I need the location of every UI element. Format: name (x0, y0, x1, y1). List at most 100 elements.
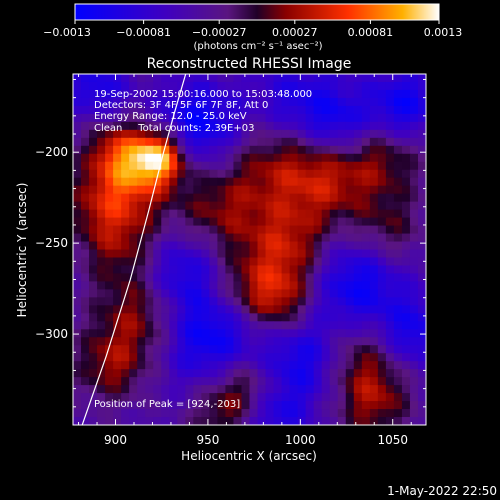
heatmap-cell (81, 409, 90, 418)
heatmap-cell (217, 329, 227, 338)
heatmap-cell (409, 297, 419, 306)
heatmap-cell (345, 297, 355, 306)
heatmap-cell (321, 329, 331, 338)
heatmap-cell (121, 177, 130, 187)
heatmap-cell (81, 401, 90, 410)
heatmap-cell (145, 337, 154, 346)
heatmap-cell (193, 74, 202, 83)
heatmap-cell (241, 249, 251, 259)
heatmap-cell (169, 121, 178, 131)
heatmap-cell (113, 369, 122, 378)
heatmap-cell (177, 409, 186, 418)
heatmap-cell (369, 113, 379, 123)
heatmap-cell (321, 225, 331, 235)
heatmap-cell (329, 121, 339, 131)
heatmap-cell (369, 225, 379, 235)
colorbar-ticks: −0.0013 −0.00081 −0.00027 0.00027 0.00081 0.0… (43, 20, 462, 39)
heatmap-cell (201, 393, 210, 402)
heatmap-cell (153, 257, 162, 267)
heatmap-cell (233, 337, 243, 346)
heatmap-cell (337, 297, 347, 306)
heatmap-cell (185, 185, 194, 195)
heatmap-cell (185, 249, 194, 259)
heatmap-cell (161, 281, 170, 290)
x-axis-ticks: 900 950 1000 1050 (78, 74, 412, 447)
heatmap-cell (337, 225, 347, 235)
heatmap-cell (113, 401, 122, 410)
heatmap-cell (385, 345, 395, 354)
heatmap-cell (337, 177, 347, 187)
heatmap-cell (369, 361, 379, 370)
heatmap-cell (401, 249, 411, 259)
heatmap-cell (145, 177, 154, 187)
heatmap-cell (73, 209, 82, 219)
heatmap-cell (241, 209, 251, 219)
heatmap-cell (193, 305, 202, 314)
heatmap-cell (257, 401, 267, 410)
heatmap-cell (217, 225, 227, 235)
heatmap-cell (225, 225, 235, 235)
heatmap-cell (153, 321, 162, 330)
heatmap-cell (177, 113, 186, 123)
heatmap-cell (137, 321, 146, 330)
heatmap-cell (97, 121, 106, 131)
heatmap-cell (97, 369, 106, 378)
heatmap-cell (105, 417, 114, 425)
heatmap-cell (241, 361, 251, 370)
heatmap-cell (401, 385, 411, 394)
heatmap-cell (121, 105, 130, 115)
heatmap-cell (177, 121, 186, 131)
heatmap-cell (121, 377, 130, 386)
heatmap-cell (305, 273, 315, 283)
heatmap-cell (161, 233, 170, 243)
heatmap-cell (129, 257, 138, 267)
heatmap-cell (145, 345, 154, 354)
heatmap-cell (281, 153, 291, 163)
heatmap-cell (89, 321, 98, 330)
heatmap-cell (161, 161, 170, 171)
heatmap-cell (241, 97, 251, 107)
heatmap-cell (281, 81, 291, 91)
heatmap-cell (337, 89, 347, 99)
heatmap-cell (105, 313, 114, 322)
heatmap-cell (321, 273, 331, 283)
heatmap-cell (385, 289, 395, 298)
heatmap-cell (225, 185, 235, 195)
heatmap-cell (281, 273, 291, 283)
heatmap-cell (161, 217, 170, 227)
heatmap-cell (257, 177, 267, 187)
heatmap-cell (137, 289, 146, 298)
heatmap-cell (329, 273, 339, 283)
heatmap-cell (281, 89, 291, 99)
heatmap-cell (369, 209, 379, 219)
heatmap-cell (137, 265, 146, 275)
heatmap-cell (393, 265, 403, 275)
heatmap-cell (249, 257, 259, 267)
heatmap-cell (353, 369, 363, 378)
heatmap-cell (409, 113, 419, 123)
heatmap-cell (249, 409, 259, 418)
heatmap-cell (297, 329, 307, 338)
heatmap-cell (281, 265, 291, 275)
heatmap-cell (169, 353, 178, 362)
heatmap-cell (361, 153, 371, 163)
heatmap-cell (209, 137, 219, 147)
heatmap-cell (81, 369, 90, 378)
heatmap-cell (345, 273, 355, 283)
heatmap-cell (81, 217, 90, 227)
heatmap-cell (409, 249, 419, 259)
heatmap-cell (129, 241, 138, 251)
heatmap-cell (305, 97, 315, 107)
heatmap-cell (249, 337, 259, 346)
heatmap-cell (401, 313, 411, 322)
heatmap-cell (169, 369, 178, 378)
heatmap-cell (169, 409, 178, 418)
heatmap-cell (337, 81, 347, 91)
heatmap-cell (89, 409, 98, 418)
heatmap-cell (129, 217, 138, 227)
heatmap-cell (337, 369, 347, 378)
heatmap-cell (185, 401, 194, 410)
heatmap-cell (121, 225, 130, 235)
heatmap-cell (201, 417, 210, 425)
heatmap-cell (73, 369, 82, 378)
